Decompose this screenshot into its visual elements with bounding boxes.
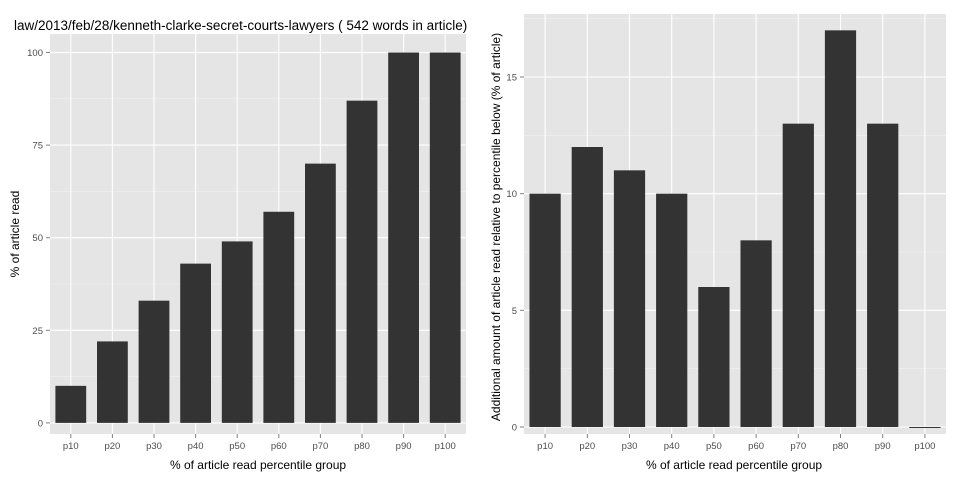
x-tick-label: p70: [790, 441, 806, 452]
bar-p20: [571, 147, 603, 427]
chart-title: law/2013/feb/28/kenneth-clarke-secret-co…: [14, 18, 467, 33]
bar-p100: [429, 52, 461, 423]
right-chart: 0 5 10 15 p10 p20 p30 p40 p50 p60 p70 p80 p90 p100 %…: [489, 14, 946, 472]
x-tick-label: p90: [875, 441, 891, 452]
bar-p40: [656, 193, 688, 427]
bar-p40: [180, 263, 211, 423]
bar-p30: [613, 170, 646, 428]
bar-p60: [263, 211, 295, 423]
bar-p80: [346, 100, 378, 423]
left-y-axis-ticks: 0 25 50 75 100: [27, 48, 50, 429]
left-x-axis-ticks: p10 p20 p30 p40 p50 p60 p70 p80 p90 p100: [63, 434, 456, 452]
y-tick-label: 5: [512, 306, 517, 317]
right-y-axis-label: Additional amount of article read relati…: [489, 33, 503, 421]
bar-p50: [698, 287, 730, 427]
bar-p90: [388, 52, 419, 423]
y-tick-label: 0: [512, 423, 517, 434]
x-tick-label: p50: [229, 441, 245, 452]
bar-p60: [740, 240, 772, 427]
left-x-axis-label: % of article read percentile group: [170, 458, 346, 472]
x-tick-label: p20: [579, 441, 595, 452]
bar-p30: [138, 300, 170, 423]
left-bars: [55, 52, 461, 423]
right-bars: [529, 30, 941, 428]
x-tick-label: p30: [622, 441, 638, 452]
y-tick-label: 75: [32, 141, 43, 152]
x-tick-label: p100: [914, 441, 935, 452]
x-tick-label: p10: [63, 441, 79, 452]
bar-p10: [529, 193, 561, 427]
left-y-axis-label: % of article read: [8, 191, 22, 278]
y-tick-label: 50: [32, 233, 43, 244]
y-tick-label: 10: [506, 189, 517, 200]
bar-p70: [305, 163, 336, 423]
x-tick-label: p70: [312, 441, 328, 452]
x-tick-label: p10: [537, 441, 553, 452]
x-tick-label: p100: [435, 441, 456, 452]
bar-p50: [221, 241, 253, 423]
left-chart: law/2013/feb/28/kenneth-clarke-secret-co…: [8, 18, 467, 472]
x-tick-label: p90: [396, 441, 412, 452]
x-tick-label: p40: [188, 441, 204, 452]
x-tick-label: p30: [146, 441, 162, 452]
bar-p80: [824, 30, 857, 427]
y-tick-label: 25: [32, 326, 43, 337]
bar-p10: [55, 385, 87, 423]
x-tick-label: p80: [354, 441, 370, 452]
title-clip-strip: [478, 0, 490, 44]
right-x-axis-label: % of article read percentile group: [646, 458, 822, 472]
x-tick-label: p50: [706, 441, 722, 452]
x-tick-label: p80: [833, 441, 849, 452]
right-y-axis-ticks: 0 5 10 15: [506, 73, 524, 434]
x-tick-label: p40: [664, 441, 680, 452]
x-tick-label: p60: [271, 441, 287, 452]
bar-p70: [782, 123, 814, 428]
right-x-axis-ticks: p10 p20 p30 p40 p50 p60 p70 p80 p90 p100: [537, 434, 935, 452]
bar-p90: [867, 123, 899, 428]
x-tick-label: p20: [104, 441, 120, 452]
y-tick-label: 100: [27, 48, 43, 59]
y-tick-label: 15: [506, 73, 517, 84]
x-tick-label: p60: [748, 441, 764, 452]
bar-p20: [97, 341, 128, 423]
bar-p100: [909, 427, 941, 428]
y-tick-label: 0: [38, 418, 43, 429]
